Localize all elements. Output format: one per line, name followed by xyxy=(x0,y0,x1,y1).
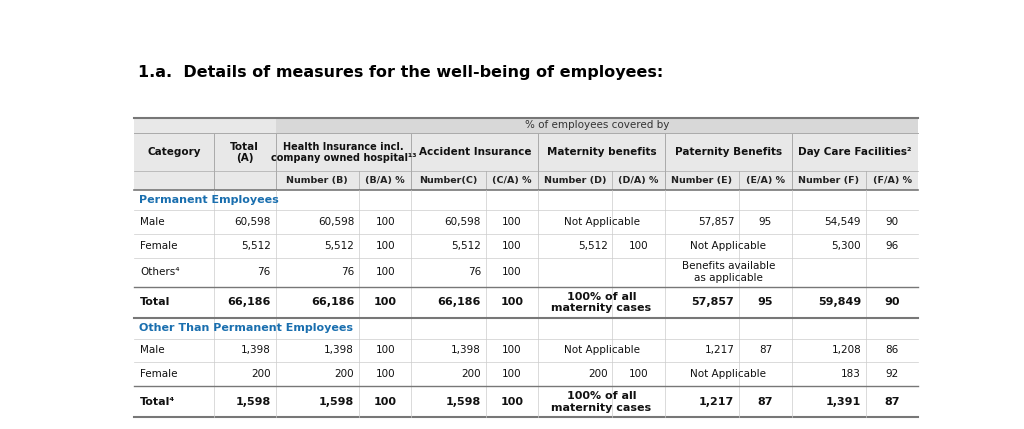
Text: 200: 200 xyxy=(461,369,481,379)
Text: 66,186: 66,186 xyxy=(227,297,270,307)
Text: 60,598: 60,598 xyxy=(444,217,481,227)
Text: 1,398: 1,398 xyxy=(241,345,270,356)
Text: 90: 90 xyxy=(885,297,900,307)
Text: Health Insurance incl.
company owned hospital¹³: Health Insurance incl. company owned hos… xyxy=(270,142,416,163)
Text: 100: 100 xyxy=(376,217,395,227)
Text: 100: 100 xyxy=(376,345,395,356)
Text: 100: 100 xyxy=(629,369,648,379)
Text: 100: 100 xyxy=(376,267,395,277)
Text: 66,186: 66,186 xyxy=(310,297,354,307)
Text: 96: 96 xyxy=(886,241,899,251)
Text: 76: 76 xyxy=(258,267,270,277)
Text: 100: 100 xyxy=(502,241,521,251)
Text: 100: 100 xyxy=(502,369,521,379)
Text: 183: 183 xyxy=(842,369,861,379)
Text: Female: Female xyxy=(140,369,177,379)
Text: 76: 76 xyxy=(341,267,354,277)
Text: (D/A) %: (D/A) % xyxy=(618,176,658,185)
Text: Permanent Employees: Permanent Employees xyxy=(139,195,279,205)
Text: % of employees covered by: % of employees covered by xyxy=(525,121,670,130)
Text: Maternity benefits: Maternity benefits xyxy=(547,148,656,157)
Text: 100% of all
maternity cases: 100% of all maternity cases xyxy=(552,292,651,313)
Text: Not Applicable: Not Applicable xyxy=(690,241,766,251)
Text: Total⁴: Total⁴ xyxy=(140,397,175,407)
Text: Others⁴: Others⁴ xyxy=(140,267,179,277)
Text: Not Applicable: Not Applicable xyxy=(563,217,640,227)
Text: 87: 87 xyxy=(758,397,773,407)
Text: Paternity Benefits: Paternity Benefits xyxy=(675,148,782,157)
Text: Category: Category xyxy=(147,148,201,157)
Text: 100: 100 xyxy=(374,397,396,407)
Text: 87: 87 xyxy=(885,397,900,407)
Text: 60,598: 60,598 xyxy=(317,217,354,227)
Text: Female: Female xyxy=(140,241,177,251)
Text: Number (F): Number (F) xyxy=(799,176,859,185)
Text: Benefits available
as applicable: Benefits available as applicable xyxy=(682,261,775,283)
Text: 1,598: 1,598 xyxy=(445,397,481,407)
Text: 100: 100 xyxy=(374,297,396,307)
Text: (B/A) %: (B/A) % xyxy=(366,176,404,185)
Text: (E/A) %: (E/A) % xyxy=(745,176,785,185)
Text: 1,217: 1,217 xyxy=(705,345,734,356)
Text: 1,598: 1,598 xyxy=(318,397,354,407)
Text: Number (D): Number (D) xyxy=(544,176,606,185)
Text: 60,598: 60,598 xyxy=(234,217,270,227)
Text: 200: 200 xyxy=(251,369,270,379)
Text: 87: 87 xyxy=(759,345,772,356)
Text: 100: 100 xyxy=(502,345,521,356)
Text: 90: 90 xyxy=(886,217,899,227)
Text: 100: 100 xyxy=(629,241,648,251)
Text: 1,398: 1,398 xyxy=(325,345,354,356)
Text: 54,549: 54,549 xyxy=(824,217,861,227)
Text: (C/A) %: (C/A) % xyxy=(493,176,531,185)
Text: Not Applicable: Not Applicable xyxy=(563,345,640,356)
Text: Male: Male xyxy=(140,345,165,356)
Text: Number (B): Number (B) xyxy=(287,176,348,185)
Text: 59,849: 59,849 xyxy=(818,297,861,307)
Text: 1,598: 1,598 xyxy=(236,397,270,407)
Text: 86: 86 xyxy=(886,345,899,356)
Text: 57,857: 57,857 xyxy=(698,217,734,227)
Text: Number (E): Number (E) xyxy=(672,176,732,185)
Text: (F/A) %: (F/A) % xyxy=(872,176,911,185)
Text: 5,512: 5,512 xyxy=(325,241,354,251)
Text: 5,512: 5,512 xyxy=(241,241,270,251)
Text: 57,857: 57,857 xyxy=(691,297,734,307)
Text: 1,391: 1,391 xyxy=(826,397,861,407)
Text: 100: 100 xyxy=(501,297,523,307)
Text: 1,217: 1,217 xyxy=(699,397,734,407)
Text: Day Care Facilities²: Day Care Facilities² xyxy=(799,148,911,157)
Text: 5,300: 5,300 xyxy=(831,241,861,251)
Text: 66,186: 66,186 xyxy=(437,297,481,307)
Text: 100: 100 xyxy=(376,369,395,379)
Text: 1,208: 1,208 xyxy=(831,345,861,356)
Text: 100: 100 xyxy=(502,267,521,277)
Text: 1.a.  Details of measures for the well-being of employees:: 1.a. Details of measures for the well-be… xyxy=(137,65,663,80)
Text: Other Than Permanent Employees: Other Than Permanent Employees xyxy=(139,323,353,333)
Text: 200: 200 xyxy=(588,369,607,379)
Bar xyxy=(275,118,919,133)
Text: 5,512: 5,512 xyxy=(451,241,481,251)
Text: Accident Insurance: Accident Insurance xyxy=(419,148,531,157)
Text: 95: 95 xyxy=(759,217,772,227)
Text: 100% of all
maternity cases: 100% of all maternity cases xyxy=(552,391,651,413)
Text: 92: 92 xyxy=(886,369,899,379)
Text: 100: 100 xyxy=(376,241,395,251)
Text: 76: 76 xyxy=(468,267,481,277)
Text: 1,398: 1,398 xyxy=(451,345,481,356)
Text: 95: 95 xyxy=(758,297,773,307)
Text: Total
(A): Total (A) xyxy=(230,142,259,163)
Text: 100: 100 xyxy=(501,397,523,407)
Text: 200: 200 xyxy=(335,369,354,379)
Text: 5,512: 5,512 xyxy=(578,241,607,251)
Text: Male: Male xyxy=(140,217,165,227)
Text: Number(C): Number(C) xyxy=(420,176,478,185)
Text: Total: Total xyxy=(140,297,170,307)
Text: 100: 100 xyxy=(502,217,521,227)
Text: Not Applicable: Not Applicable xyxy=(690,369,766,379)
